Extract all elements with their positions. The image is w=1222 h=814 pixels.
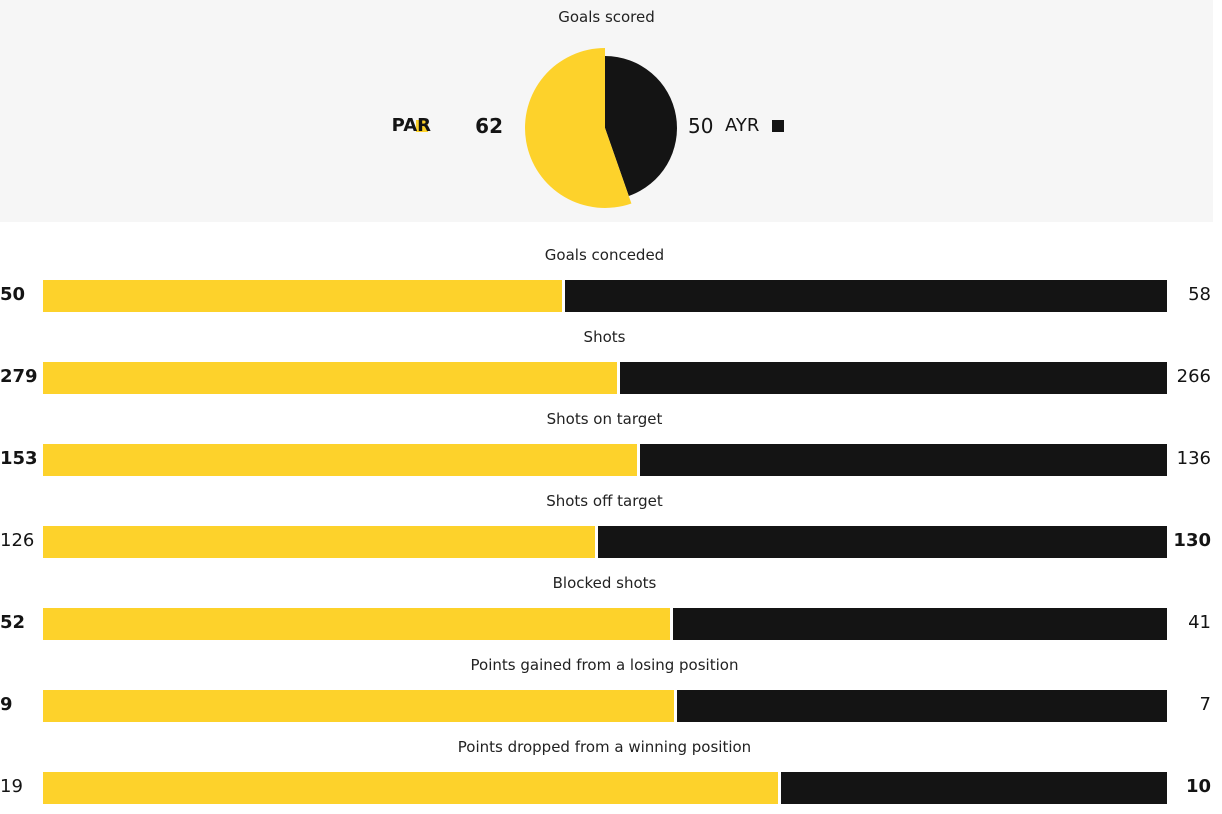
away-bar bbox=[597, 526, 1167, 558]
goals-pie bbox=[525, 48, 677, 208]
home-bar bbox=[43, 690, 674, 722]
away-legend-swatch bbox=[772, 120, 784, 132]
away-bar bbox=[639, 444, 1167, 476]
goals-scored-panel: Goals scored PAR 62 50 AYR bbox=[0, 0, 1213, 222]
stat-row: Points dropped from a winning position 19… bbox=[0, 714, 1222, 804]
away-value: 41 bbox=[1188, 612, 1211, 633]
home-value: 9 bbox=[0, 694, 13, 715]
away-value: 7 bbox=[1199, 694, 1211, 715]
stat-label: Points gained from a losing position bbox=[470, 656, 739, 674]
home-bar bbox=[43, 280, 562, 312]
home-bar bbox=[43, 444, 637, 476]
away-bar bbox=[619, 362, 1167, 394]
goals-scored-title: Goals scored bbox=[558, 8, 655, 26]
away-bar bbox=[676, 690, 1167, 722]
home-value: 279 bbox=[0, 366, 38, 387]
home-goals-value: 62 bbox=[475, 114, 503, 138]
pie-slice-par bbox=[525, 48, 632, 208]
stat-row: Points gained from a losing position 9 7 bbox=[0, 632, 1222, 722]
home-value: 19 bbox=[0, 776, 23, 797]
stat-row: Shots off target 126 130 bbox=[0, 468, 1222, 558]
stat-row: Goals conceded 50 58 bbox=[0, 222, 1222, 312]
away-bar bbox=[672, 608, 1167, 640]
pie-slice-ayr bbox=[605, 56, 677, 196]
home-bar bbox=[43, 608, 670, 640]
home-value: 126 bbox=[0, 530, 35, 551]
stat-row: Shots 279 266 bbox=[0, 304, 1222, 394]
home-bar bbox=[43, 526, 595, 558]
home-value: 153 bbox=[0, 448, 38, 469]
home-bar bbox=[43, 772, 778, 804]
away-bar bbox=[780, 772, 1167, 804]
stat-row: Shots on target 153 136 bbox=[0, 386, 1222, 476]
away-value: 10 bbox=[1185, 776, 1211, 797]
home-team-label: PAR bbox=[391, 115, 431, 136]
home-legend-swatch bbox=[416, 120, 428, 132]
stat-label: Shots off target bbox=[546, 492, 663, 510]
home-bar bbox=[43, 362, 617, 394]
away-goals-value: 50 bbox=[688, 114, 714, 138]
away-value: 136 bbox=[1176, 448, 1211, 469]
away-value: 266 bbox=[1176, 366, 1211, 387]
stat-label: Shots on target bbox=[546, 410, 663, 428]
home-value: 50 bbox=[0, 284, 26, 305]
stat-row: Blocked shots 52 41 bbox=[0, 550, 1222, 640]
home-value: 52 bbox=[0, 612, 26, 633]
stat-label: Shots bbox=[583, 328, 626, 346]
stat-label: Blocked shots bbox=[552, 574, 657, 592]
away-value: 130 bbox=[1173, 530, 1211, 551]
away-bar bbox=[564, 280, 1167, 312]
stat-label: Points dropped from a winning position bbox=[457, 738, 752, 756]
stat-label: Goals conceded bbox=[544, 246, 665, 264]
away-value: 58 bbox=[1188, 284, 1211, 305]
away-team-label: AYR bbox=[725, 115, 760, 136]
